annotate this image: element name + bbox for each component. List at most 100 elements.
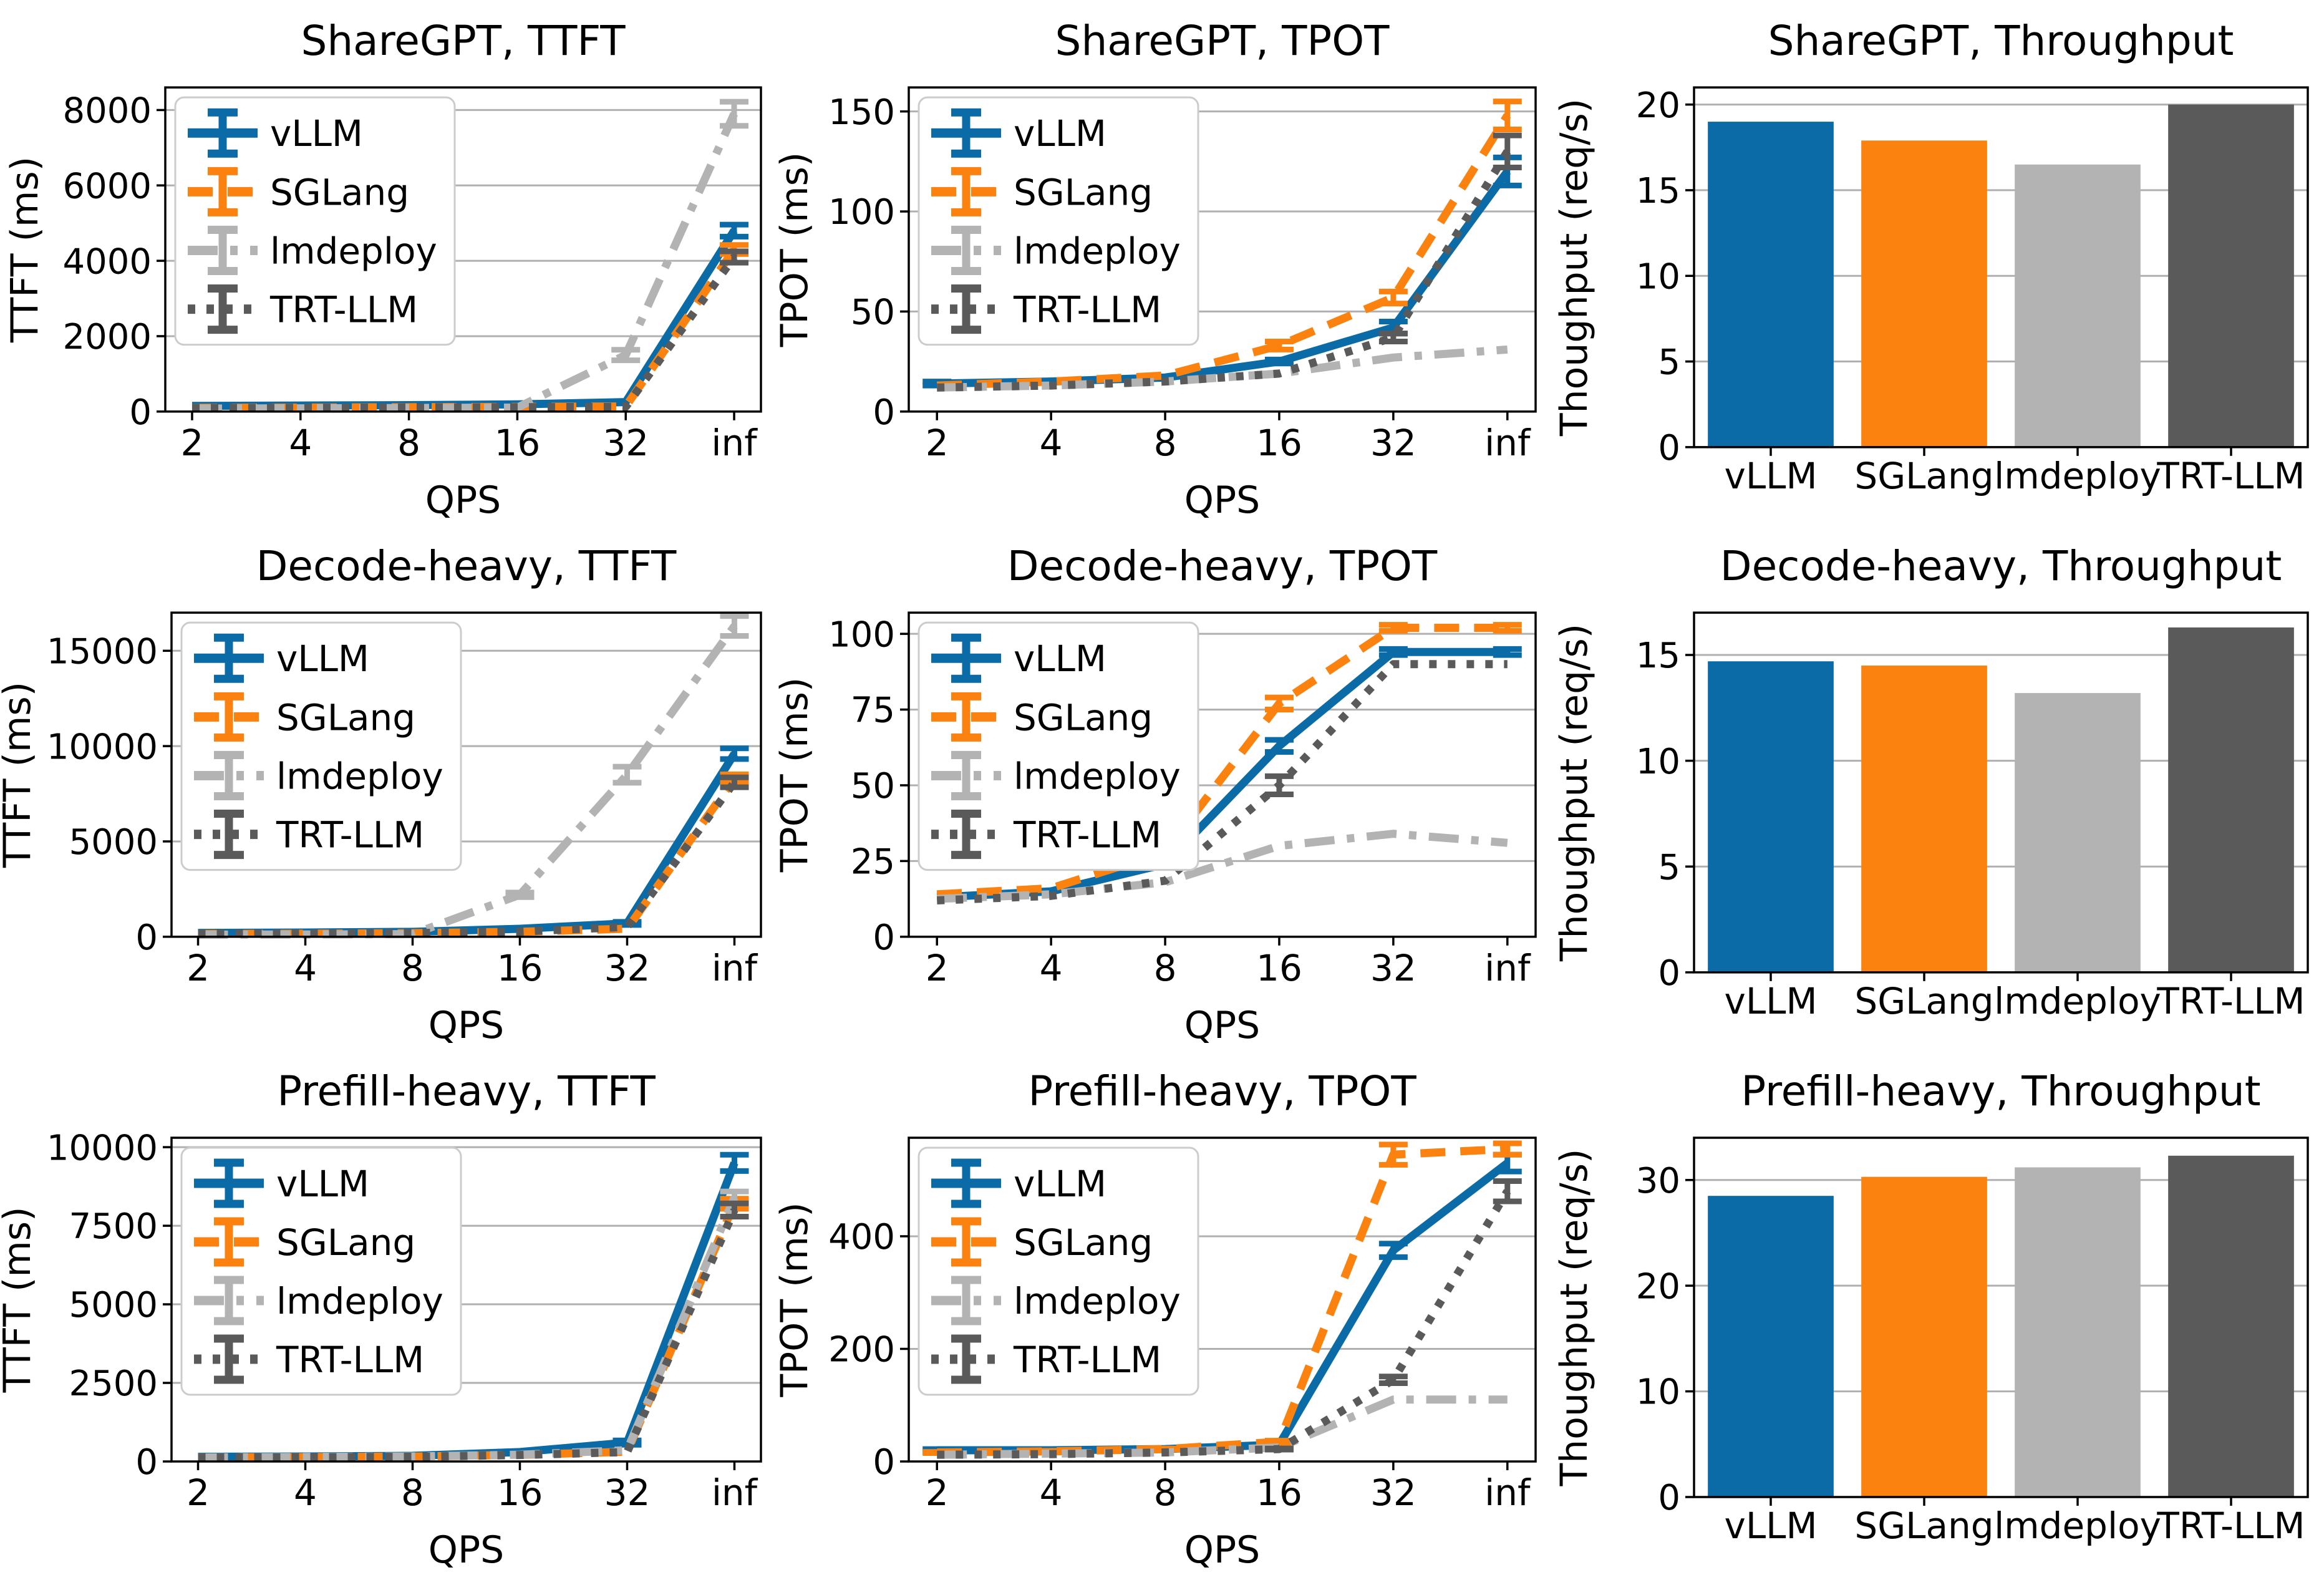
axes-frame — [164, 86, 762, 413]
legend-item-vLLM: vLLM — [194, 633, 369, 683]
chart-decode-heavy-ttft: 2 4 8 16 32 inf vLLM SGLang lmdeploy TRT-LLM 0 5000… — [0, 525, 775, 1050]
y-axis-label: TTFT (ms) — [0, 1207, 39, 1393]
y-tick-label: 100 — [828, 192, 895, 233]
legend-label: vLLM — [276, 637, 369, 680]
errorbar-SGLang — [1264, 694, 1294, 713]
x-tick-label: 8 — [1154, 947, 1177, 989]
x-tick-label: 4 — [294, 947, 317, 989]
legend-label: lmdeploy — [276, 1280, 443, 1322]
errorbar-SGLang — [1264, 1438, 1294, 1446]
chart-cell-sharegpt-throughput: vLLM SGLang lmdeploy TRT-LLM 0 5 10 15 20 ShareGP… — [1549, 0, 2324, 525]
legend-errorbar-icon — [951, 633, 981, 683]
legend-errorbar-icon — [214, 1158, 244, 1208]
y-tick-label: 20 — [1636, 85, 1680, 126]
chart-title: ShareGPT, TPOT — [1055, 17, 1390, 65]
bar-category-label: SGLang — [1854, 455, 1993, 497]
x-tick-label: inf — [1484, 422, 1531, 464]
bar-category-label: lmdeploy — [1994, 1505, 2161, 1547]
legend-item-vLLM: vLLM — [931, 108, 1106, 158]
errorbar-vLLM — [1264, 356, 1294, 367]
x-axis: 2 4 8 16 32 inf — [181, 411, 758, 464]
legend-item-vLLM: vLLM — [931, 633, 1106, 683]
legend: vLLM SGLang lmdeploy TRT-LLM — [180, 1146, 462, 1396]
errorbar-TRT-LLM — [1493, 1178, 1522, 1204]
series-line-lmdeploy — [191, 112, 738, 413]
y-axis-label: TTFT (ms) — [0, 682, 39, 868]
bar-vLLM — [1708, 122, 1834, 447]
legend-item-SGLang: SGLang — [931, 1217, 1153, 1267]
axes-frame — [908, 86, 1537, 413]
legend-box — [180, 621, 462, 871]
y-tick-label: 400 — [828, 1217, 895, 1258]
errorbar-vLLM — [720, 1151, 749, 1174]
legend-errorbar-icon — [951, 284, 981, 334]
x-tick-label: 2 — [186, 1471, 210, 1514]
y-tick-label: 4000 — [63, 241, 152, 282]
legend-item-SGLang: SGLang — [188, 167, 409, 216]
legend-item-TRT-LLM: TRT-LLM — [194, 1334, 424, 1384]
y-axis-label: TPOT (ms) — [775, 152, 816, 348]
errorbar-TRT-LLM — [720, 774, 749, 790]
legend-item-vLLM: vLLM — [188, 108, 363, 158]
y-tick-label: 30 — [1636, 1161, 1680, 1201]
legend: vLLM SGLang lmdeploy TRT-LLM — [917, 96, 1199, 346]
chart-prefill-heavy-ttft: 2 4 8 16 32 inf vLLM SGLang lmdeploy TRT-LLM 0 2500… — [0, 1050, 775, 1575]
legend-errorbar-icon — [951, 1334, 981, 1384]
legend-item-SGLang: SGLang — [931, 692, 1153, 742]
x-tick-label: 16 — [497, 1471, 543, 1514]
axes-frame — [1693, 1136, 2309, 1498]
x-tick-label: 8 — [397, 422, 420, 464]
legend-label: vLLM — [1014, 112, 1106, 155]
legend-item-SGLang: SGLang — [194, 692, 415, 742]
y-tick-label: 6000 — [63, 166, 152, 206]
axes-frame — [1693, 86, 2309, 448]
y-tick-label: 10000 — [47, 1128, 158, 1168]
y-tick-label: 0 — [873, 1442, 895, 1483]
series-line-TRT-LLM — [198, 780, 738, 938]
bar-category-label: vLLM — [1725, 980, 1818, 1022]
chart-cell-decode-heavy-ttft: 2 4 8 16 32 inf vLLM SGLang lmdeploy TRT-LLM 0 5000… — [0, 525, 775, 1050]
series-line-lmdeploy — [937, 1395, 1508, 1459]
legend-label: TRT-LLM — [269, 288, 418, 331]
series-TRT-LLM — [198, 1200, 749, 1462]
legend-errorbar-icon — [951, 1158, 981, 1208]
y-tick-label: 10 — [1636, 1372, 1680, 1413]
legend-label: vLLM — [1014, 1163, 1106, 1205]
legend-item-TRT-LLM: TRT-LLM — [931, 284, 1161, 334]
x-axis: 2 4 8 16 32 inf — [926, 411, 1531, 464]
x-tick-label: 32 — [1370, 422, 1416, 464]
legend-box — [917, 621, 1199, 871]
chart-prefill-heavy-tpot: 2 4 8 16 32 inf vLLM SGLang lmdeploy TRT-LLM 0 200 4… — [775, 1050, 1549, 1575]
legend-errorbar-icon — [951, 692, 981, 742]
series-lmdeploy — [198, 613, 749, 939]
legend-item-TRT-LLM: TRT-LLM — [931, 810, 1161, 860]
x-tick-label: 4 — [289, 422, 312, 464]
x-axis-label: QPS — [1184, 1528, 1261, 1572]
errorbar-SGLang — [1493, 99, 1522, 133]
legend-label: lmdeploy — [276, 755, 443, 797]
y-tick-label: 10 — [1636, 256, 1680, 297]
legend-errorbar-icon — [208, 284, 238, 334]
chart-title: Prefill-heavy, Throughput — [1741, 1067, 2260, 1115]
chart-cell-sharegpt-tpot: 2 4 8 16 32 inf vLLM SGLang lmdeploy TRT-LLM 0 50 10… — [775, 0, 1549, 525]
x-tick-label: 16 — [495, 422, 541, 464]
legend-label: SGLang — [270, 171, 409, 213]
x-axis: 2 4 8 16 32 inf — [186, 1461, 758, 1514]
legend-errorbar-icon — [214, 1276, 244, 1325]
chart-cell-sharegpt-ttft: 2 4 8 16 32 inf vLLM SGLang lmdeploy TRT-LLM 0 2000… — [0, 0, 775, 525]
y-tick-label: 0 — [873, 918, 895, 958]
legend-label: SGLang — [276, 696, 415, 739]
legend-item-lmdeploy: lmdeploy — [931, 1276, 1181, 1325]
y-tick-label: 15 — [1636, 636, 1680, 676]
bar-category-label: TRT-LLM — [2156, 980, 2305, 1022]
x-axis-label: QPS — [428, 1004, 504, 1047]
y-tick-label: 100 — [828, 614, 895, 655]
legend-errorbar-icon — [214, 692, 244, 742]
legend-item-lmdeploy: lmdeploy — [188, 225, 437, 276]
legend-item-TRT-LLM: TRT-LLM — [188, 284, 418, 334]
y-tick-label: 2000 — [63, 317, 152, 357]
x-tick-label: 4 — [1040, 1471, 1063, 1514]
y-tick-label: 75 — [851, 691, 895, 731]
chart-cell-prefill-heavy-tpot: 2 4 8 16 32 inf vLLM SGLang lmdeploy TRT-LLM 0 200 4… — [775, 1050, 1549, 1575]
